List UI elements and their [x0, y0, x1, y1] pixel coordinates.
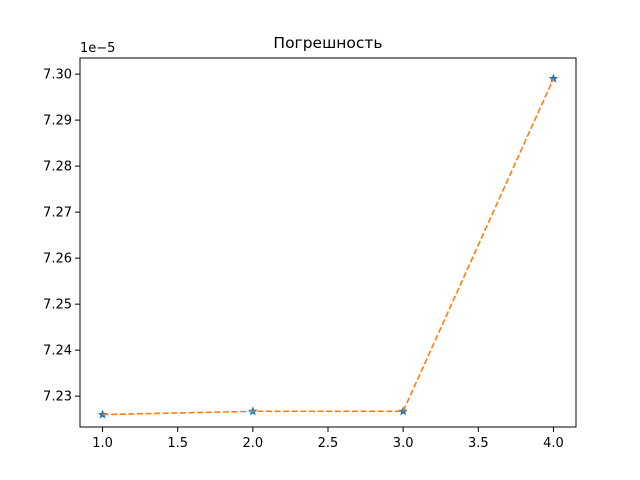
x-tick-label: 2.5 [318, 436, 339, 451]
series-line [102, 78, 555, 416]
x-tick-label: 4.0 [543, 436, 564, 451]
y-axis-offset-label: 1e−5 [80, 41, 115, 56]
axes-frame [79, 57, 577, 428]
y-tick-label: 7.26 [43, 252, 72, 267]
x-tick-label: 1.5 [167, 436, 188, 451]
y-tick-label: 7.28 [43, 160, 72, 175]
y-tick-label: 7.23 [43, 390, 72, 405]
x-tick-label: 2.0 [243, 436, 264, 451]
y-tick-label: 7.24 [43, 344, 72, 359]
data-point-marker [548, 73, 559, 83]
x-tick-label: 3.5 [468, 436, 489, 451]
y-tick-label: 7.29 [43, 114, 72, 129]
x-tick-label: 3.0 [393, 436, 414, 451]
chart-title: Погрешность [273, 34, 382, 52]
y-tick-label: 7.25 [43, 298, 72, 313]
plot-area: 1.0 1.5 2.0 2.5 3.0 3.5 4.0 7.23 7.24 7.25 7.26 7.2… [43, 57, 577, 451]
x-tick-label: 1.0 [92, 436, 113, 451]
y-tick-label: 7.27 [43, 206, 72, 221]
y-tick-label: 7.30 [43, 68, 72, 83]
